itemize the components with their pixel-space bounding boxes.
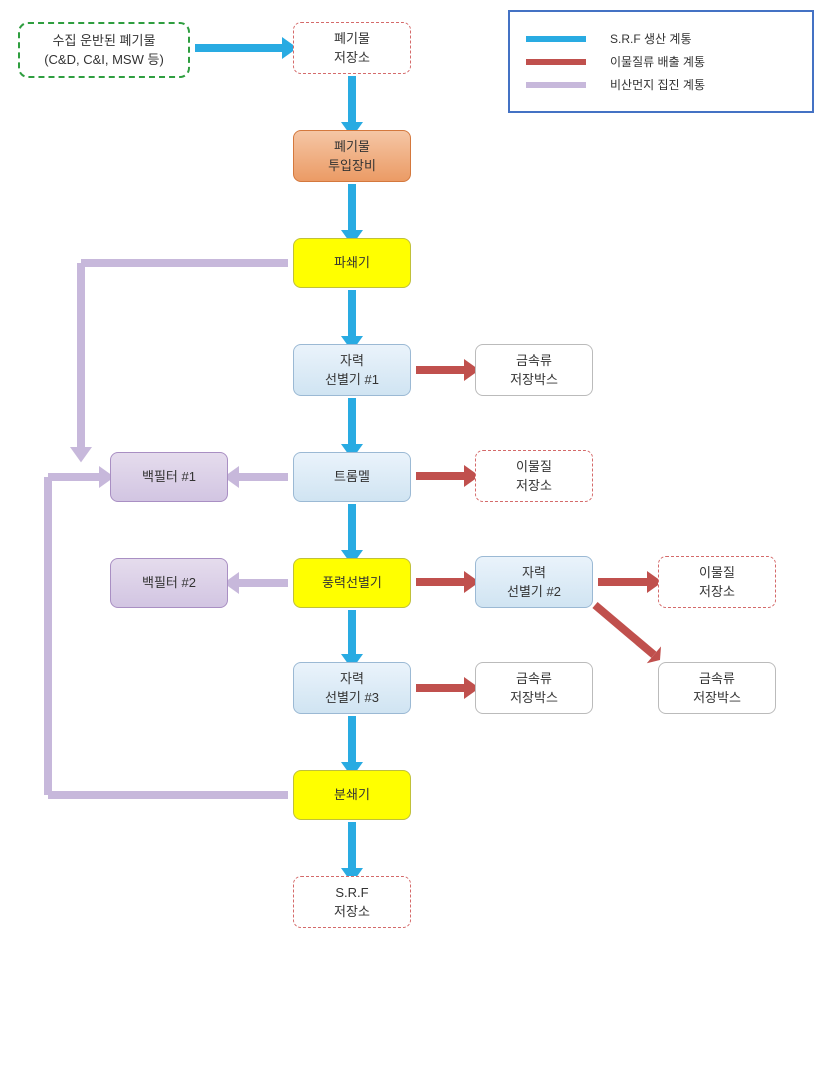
node-metal3: 금속류저장박스 bbox=[475, 662, 593, 714]
node-crusher: 파쇄기 bbox=[293, 238, 411, 288]
a-trom-impure1 bbox=[416, 465, 479, 487]
node-label: 백필터 #2 bbox=[142, 573, 196, 593]
node-label: 자력선별기 #1 bbox=[325, 351, 379, 390]
a-wind-mag2 bbox=[416, 571, 479, 593]
node-feeder: 폐기물투입장비 bbox=[293, 130, 411, 182]
a-crush-bag1 bbox=[70, 263, 288, 462]
a-mag3-grind bbox=[341, 716, 363, 777]
a-mag1-metal1 bbox=[416, 359, 479, 381]
node-metal2: 금속류저장박스 bbox=[658, 662, 776, 714]
node-trommel: 트롬멜 bbox=[293, 452, 411, 502]
a-mag2-metal2 bbox=[595, 605, 661, 663]
node-impure1: 이물질저장소 bbox=[475, 450, 593, 502]
a-wind-bag2 bbox=[224, 572, 288, 594]
node-label: 폐기물저장소 bbox=[334, 29, 370, 68]
node-label: 수집 운반된 폐기물(C&D, C&I, MSW 등) bbox=[44, 31, 164, 70]
node-srf: S.R.F저장소 bbox=[293, 876, 411, 928]
node-mag3: 자력선별기 #3 bbox=[293, 662, 411, 714]
a-wind-mag3 bbox=[341, 610, 363, 669]
a-s1-feeder bbox=[341, 76, 363, 137]
node-label: S.R.F저장소 bbox=[334, 883, 370, 922]
a-feeder-crush bbox=[341, 184, 363, 245]
node-label: 폐기물투입장비 bbox=[328, 137, 376, 176]
node-mag2: 자력선별기 #2 bbox=[475, 556, 593, 608]
node-label: 백필터 #1 bbox=[142, 467, 196, 487]
a-grind-srf bbox=[341, 822, 363, 883]
node-label: 파쇄기 bbox=[334, 253, 370, 273]
node-grinder: 분쇄기 bbox=[293, 770, 411, 820]
a-grind-bag1 bbox=[48, 466, 288, 795]
a-input-storage bbox=[195, 37, 297, 59]
node-bag2: 백필터 #2 bbox=[110, 558, 228, 608]
node-label: 분쇄기 bbox=[334, 785, 370, 805]
a-trom-bag1 bbox=[224, 466, 288, 488]
node-metal1: 금속류저장박스 bbox=[475, 344, 593, 396]
node-label: 자력선별기 #2 bbox=[507, 563, 561, 602]
node-label: 자력선별기 #3 bbox=[325, 669, 379, 708]
node-label: 이물질저장소 bbox=[699, 563, 735, 602]
node-label: 금속류저장박스 bbox=[510, 669, 558, 708]
node-impure2: 이물질저장소 bbox=[658, 556, 776, 608]
node-label: 트롬멜 bbox=[334, 467, 370, 487]
node-label: 이물질저장소 bbox=[516, 457, 552, 496]
a-trom-wind bbox=[341, 504, 363, 565]
node-label: 금속류저장박스 bbox=[693, 669, 741, 708]
a-mag2-impure2 bbox=[598, 571, 662, 593]
node-wind: 풍력선별기 bbox=[293, 558, 411, 608]
a-mag1-trommel bbox=[341, 398, 363, 459]
node-label: 금속류저장박스 bbox=[510, 351, 558, 390]
node-mag1: 자력선별기 #1 bbox=[293, 344, 411, 396]
arrow-layer bbox=[0, 0, 834, 1086]
node-input: 수집 운반된 폐기물(C&D, C&I, MSW 등) bbox=[18, 22, 190, 78]
node-storage1: 폐기물저장소 bbox=[293, 22, 411, 74]
a-mag3-metal3 bbox=[416, 677, 479, 699]
node-bag1: 백필터 #1 bbox=[110, 452, 228, 502]
node-label: 풍력선별기 bbox=[322, 573, 382, 593]
a-crush-mag1 bbox=[341, 290, 363, 351]
